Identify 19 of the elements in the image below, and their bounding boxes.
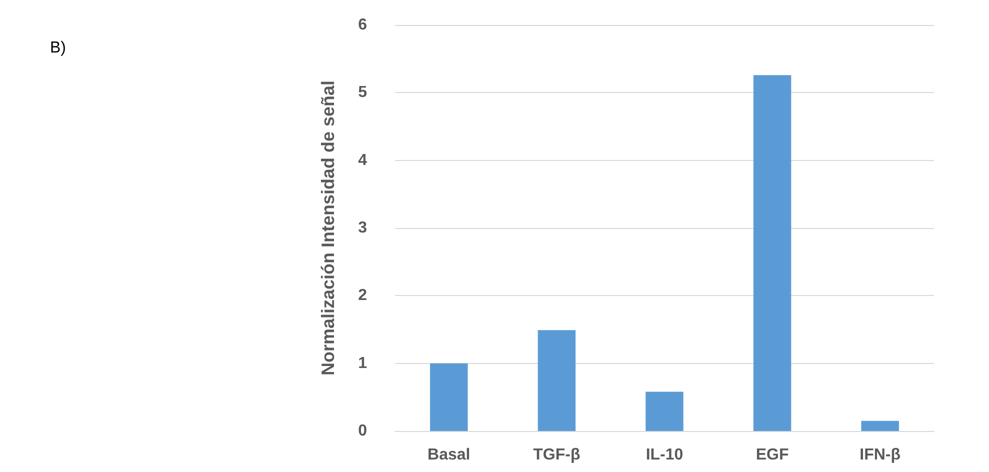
y-tick-label: 2 (358, 287, 368, 304)
bar (753, 75, 792, 431)
y-tick-label: 1 (358, 354, 368, 372)
bar (430, 363, 468, 431)
bar (646, 392, 684, 431)
y-tick-label: 0 (358, 422, 368, 440)
y-tick-label: 5 (358, 84, 368, 102)
y-axis-title: Normalización Intensidad de señal (318, 80, 338, 376)
bar (538, 330, 576, 431)
x-tick-label: Basal (428, 446, 470, 464)
y-tick-label: 3 (358, 220, 368, 236)
text: B) (50, 40, 66, 56)
y-tick-label: 6 (358, 16, 368, 34)
x-tick-label: IFN-β (860, 446, 901, 464)
x-tick-label: TGF-β (533, 446, 580, 464)
bar (861, 420, 899, 431)
x-tick-label: EGF (756, 446, 789, 464)
x-tick-label: IL-10 (646, 446, 684, 464)
y-tick-label: 4 (358, 152, 368, 169)
